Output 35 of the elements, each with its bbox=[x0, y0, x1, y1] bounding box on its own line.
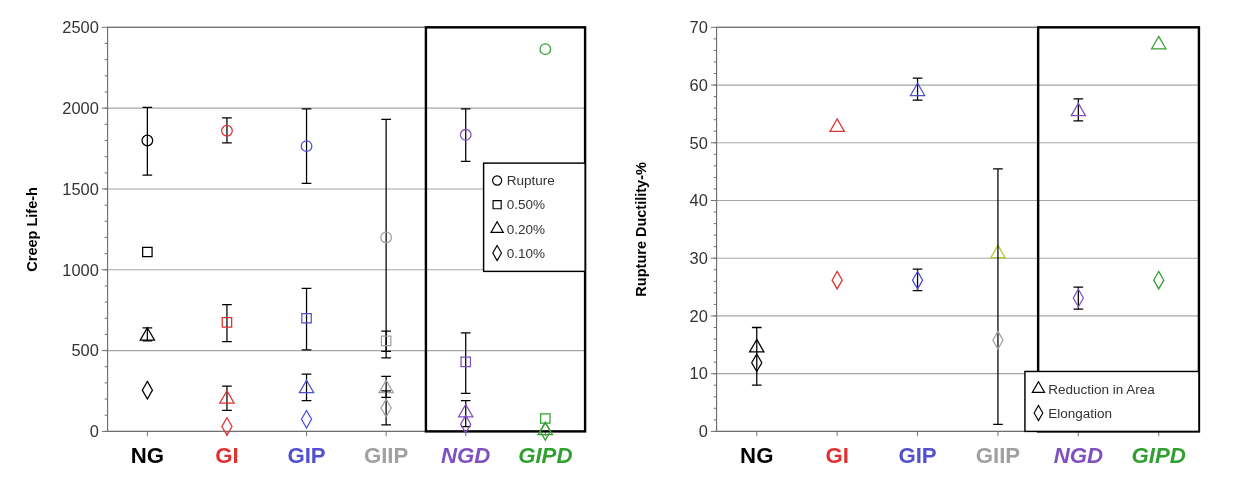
x-tick-label: NGD bbox=[441, 443, 491, 469]
legend-label: Reduction in Area bbox=[1048, 381, 1156, 397]
y-tick-label: 30 bbox=[689, 248, 708, 267]
y-tick-label: 0 bbox=[698, 422, 708, 441]
legend-label: 0.10% bbox=[506, 245, 546, 261]
legend-label: 0.20% bbox=[506, 221, 546, 237]
y-tick-label: 500 bbox=[71, 341, 99, 360]
x-tick-label: GIIP bbox=[975, 443, 1021, 469]
y-tick-label: 0 bbox=[89, 422, 99, 441]
y-tick-label: 1000 bbox=[62, 260, 99, 279]
y-tick-label: 40 bbox=[689, 191, 708, 210]
y-tick-label: 2000 bbox=[62, 98, 99, 117]
x-tick-label: GI bbox=[215, 443, 239, 469]
y-tick-label: 50 bbox=[689, 133, 708, 152]
y-tick-label: 20 bbox=[689, 306, 708, 325]
x-tick-label: GI bbox=[825, 443, 849, 469]
x-tick-label: GIP bbox=[898, 443, 937, 469]
x-tick-label: GIP bbox=[287, 443, 326, 469]
point bbox=[990, 244, 1006, 259]
legend-label: 0.50% bbox=[506, 197, 546, 213]
y-tick-label: 1500 bbox=[62, 179, 99, 198]
y-tick-label: 60 bbox=[689, 75, 708, 94]
legend-label: Elongation bbox=[1048, 405, 1113, 421]
y-axis-title: Creep Life-h bbox=[24, 187, 40, 272]
y-tick-label: 10 bbox=[689, 364, 708, 383]
x-tick-label: GIPD bbox=[1131, 443, 1186, 469]
y-tick-label: 70 bbox=[689, 18, 708, 37]
x-tick-label: NG bbox=[740, 443, 774, 469]
x-tick-label: NG bbox=[130, 443, 165, 469]
x-tick-label: GIIP bbox=[363, 443, 409, 469]
y-tick-label: 2500 bbox=[62, 18, 99, 37]
y-axis-title: Rupture Ductility-% bbox=[633, 162, 649, 297]
x-tick-label: GIPD bbox=[518, 443, 573, 469]
legend-label: Rupture bbox=[506, 173, 555, 189]
x-tick-label: NGD bbox=[1053, 443, 1104, 469]
